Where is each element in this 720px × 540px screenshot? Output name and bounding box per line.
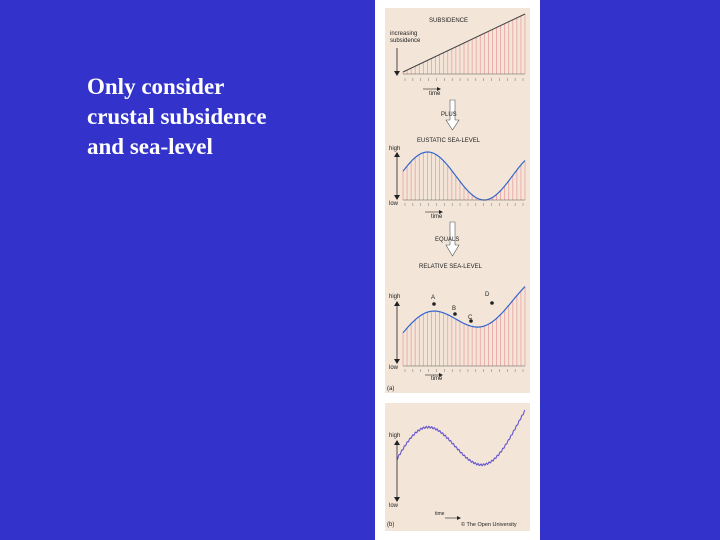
point-d-label: D xyxy=(485,292,490,298)
relative-high-label: high xyxy=(389,294,400,300)
point-c-marker xyxy=(469,319,473,323)
copyright-label: © The Open University xyxy=(461,521,517,528)
figure-panel: SUBSIDENCE increasing subsidence time PL… xyxy=(375,0,540,540)
subsidence-ylabel-line2: subsidence xyxy=(390,38,421,44)
eustatic-stripes xyxy=(402,152,526,200)
subsidence-time-arrow-icon xyxy=(437,87,441,91)
panel-b-low-label: low xyxy=(389,503,399,509)
point-b-marker xyxy=(453,312,457,316)
panel-b-background xyxy=(385,403,530,531)
relative-tick-labels xyxy=(404,369,524,372)
slide-text-line-2: crustal subsidence xyxy=(87,104,267,129)
subsidence-stripes xyxy=(402,14,526,74)
equals-label: EQUALS xyxy=(435,237,459,243)
relative-title: RELATIVE SEA-LEVEL xyxy=(419,264,483,270)
subsidence-axis-arrow-icon xyxy=(394,71,400,76)
panel-b-down-arrow-icon xyxy=(394,497,400,502)
relative-stripes xyxy=(402,286,526,366)
eustatic-xlabel: time xyxy=(431,214,443,220)
eustatic-up-arrow-icon xyxy=(394,152,400,157)
relative-up-arrow-icon xyxy=(394,301,400,306)
slide-text-line-1: Only consider xyxy=(87,74,225,99)
eustatic-title: EUSTATIC SEA-LEVEL xyxy=(417,138,481,144)
figure-diagram: SUBSIDENCE increasing subsidence time PL… xyxy=(385,8,530,531)
plus-arrow-icon xyxy=(445,99,460,131)
relative-time-arrow-icon xyxy=(439,373,443,377)
slide-text-line-3: and sea-level xyxy=(87,134,213,159)
equals-arrow-icon xyxy=(445,221,460,257)
subsidence-line xyxy=(402,13,526,73)
panel-b-label: (b) xyxy=(387,522,394,528)
eustatic-curve xyxy=(402,151,526,201)
subsidence-tick-labels xyxy=(404,78,524,81)
slide-text-block: Only consider crustal subsidence and sea… xyxy=(87,72,347,162)
panel-a-background xyxy=(385,8,530,393)
panel-b-xlabel: time xyxy=(435,511,445,517)
eustatic-tick-labels xyxy=(404,203,524,206)
subsidence-xlabel: time xyxy=(429,91,441,97)
relative-curve xyxy=(402,286,526,334)
relative-low-label: low xyxy=(389,365,399,371)
relative-down-arrow-icon xyxy=(394,359,400,364)
point-a-label: A xyxy=(431,295,435,301)
point-b-label: B xyxy=(452,306,456,312)
eustatic-low-label: low xyxy=(389,201,399,207)
relative-xlabel: time xyxy=(431,376,443,382)
subsidence-ylabel-line1: increasing xyxy=(390,31,417,37)
plus-label: PLUS xyxy=(441,112,457,118)
panel-b-high-label: high xyxy=(389,433,400,439)
panel-a-label: (a) xyxy=(387,386,394,392)
point-c-label: C xyxy=(468,315,473,321)
panel-b-time-arrow-icon xyxy=(457,516,461,520)
eustatic-time-arrow-icon xyxy=(439,210,443,214)
point-d-marker xyxy=(490,301,494,305)
panel-b-up-arrow-icon xyxy=(394,440,400,445)
panel-b-curve xyxy=(396,409,526,467)
eustatic-high-label: high xyxy=(389,146,400,152)
point-a-marker xyxy=(432,302,436,306)
eustatic-down-arrow-icon xyxy=(394,195,400,200)
subsidence-title: SUBSIDENCE xyxy=(429,18,468,24)
